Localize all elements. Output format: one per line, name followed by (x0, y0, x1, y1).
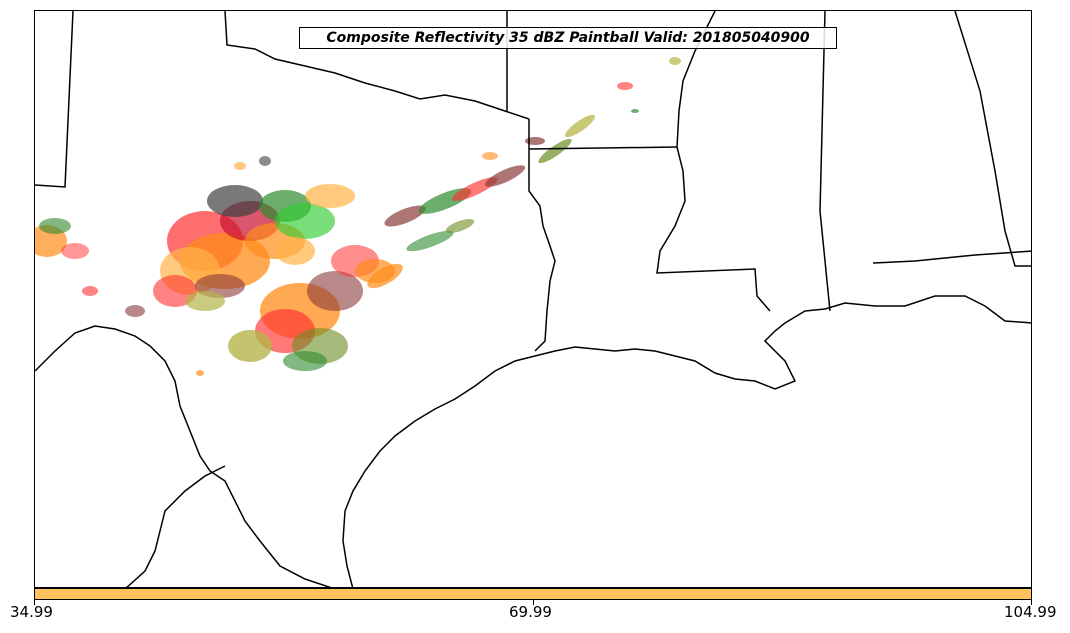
paintball-layer (35, 57, 681, 376)
colorbar-tick-mid (533, 600, 534, 605)
colorbar-label-max: 104.99 (1004, 603, 1057, 621)
colorbar-label-mid: 69.99 (509, 603, 552, 621)
state-boundaries (35, 11, 1031, 587)
colorbar-tick-max (1031, 600, 1032, 605)
colorbar-tick-min (34, 600, 35, 605)
colorbar (34, 588, 1032, 600)
map-title: Composite Reflectivity 35 dBZ Paintball … (299, 27, 837, 49)
map-panel: Composite Reflectivity 35 dBZ Paintball … (34, 10, 1032, 588)
colorbar-label-min: 34.99 (10, 603, 53, 621)
reflectivity-map (35, 11, 1031, 587)
